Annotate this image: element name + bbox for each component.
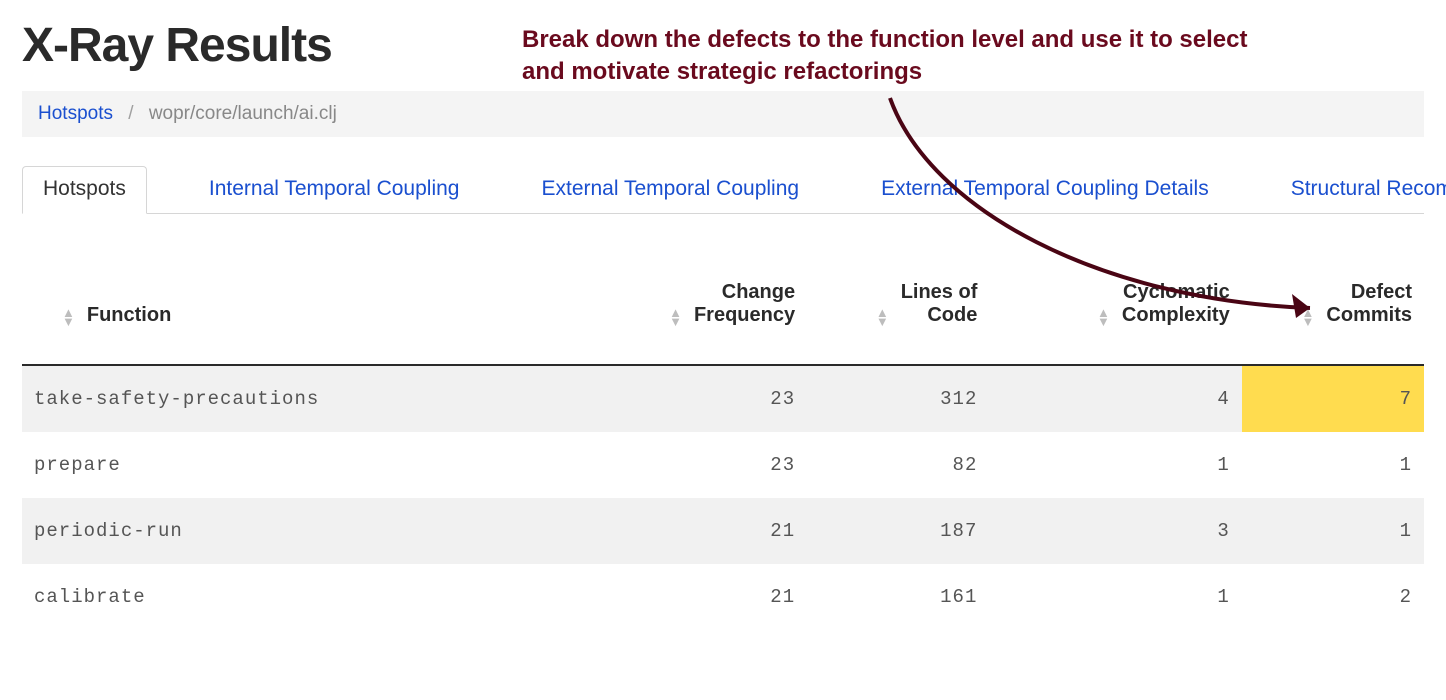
cell-lines-of-code: 161 bbox=[807, 564, 989, 630]
cell-function: take-safety-precautions bbox=[22, 365, 611, 432]
col-label: Lines of Code bbox=[901, 281, 978, 327]
col-header-function[interactable]: ▲▼ Function bbox=[22, 248, 611, 365]
cell-change-frequency: 21 bbox=[611, 564, 807, 630]
breadcrumb-root-link[interactable]: Hotspots bbox=[38, 103, 113, 124]
page-root: X-Ray Results Break down the defects to … bbox=[0, 0, 1446, 630]
breadcrumb: Hotspots / wopr/core/launch/ai.clj bbox=[22, 91, 1424, 137]
table-body: take-safety-precautions 23 312 4 7 prepa… bbox=[22, 365, 1424, 630]
cell-defect-commits: 1 bbox=[1242, 432, 1424, 498]
table-row[interactable]: calibrate 21 161 1 2 bbox=[22, 564, 1424, 630]
cell-change-frequency: 21 bbox=[611, 498, 807, 564]
cell-defect-commits: 2 bbox=[1242, 564, 1424, 630]
tab-hotspots[interactable]: Hotspots bbox=[22, 166, 147, 214]
cell-lines-of-code: 82 bbox=[807, 432, 989, 498]
cell-change-frequency: 23 bbox=[611, 432, 807, 498]
cell-function: prepare bbox=[22, 432, 611, 498]
sort-icon: ▲▼ bbox=[669, 309, 682, 327]
cell-defect-commits: 7 bbox=[1242, 365, 1424, 432]
col-header-lines-of-code[interactable]: ▲▼ Lines of Code bbox=[807, 248, 989, 365]
cell-lines-of-code: 187 bbox=[807, 498, 989, 564]
sort-icon: ▲▼ bbox=[1302, 309, 1315, 327]
breadcrumb-separator: / bbox=[128, 103, 133, 124]
tab-external-temporal-coupling-details[interactable]: External Temporal Coupling Details bbox=[861, 167, 1229, 213]
cell-lines-of-code: 312 bbox=[807, 365, 989, 432]
col-header-cyclomatic-complexity[interactable]: ▲▼ Cyclomatic Complexity bbox=[989, 248, 1241, 365]
cell-change-frequency: 23 bbox=[611, 365, 807, 432]
breadcrumb-current-path: wopr/core/launch/ai.clj bbox=[149, 103, 337, 124]
col-header-defect-commits[interactable]: ▲▼ Defect Commits bbox=[1242, 248, 1424, 365]
col-header-change-frequency[interactable]: ▲▼ Change Frequency bbox=[611, 248, 807, 365]
cell-cyclomatic-complexity: 4 bbox=[989, 365, 1241, 432]
col-label: Change Frequency bbox=[694, 281, 795, 327]
hotspots-table-wrap: ▲▼ Function ▲▼ Change Frequency ▲▼ bbox=[22, 248, 1424, 630]
tabs-bar: Hotspots Internal Temporal Coupling Exte… bbox=[22, 165, 1424, 214]
sort-icon: ▲▼ bbox=[876, 309, 889, 327]
col-label: Function bbox=[87, 304, 171, 327]
tab-internal-temporal-coupling[interactable]: Internal Temporal Coupling bbox=[189, 167, 480, 213]
col-label: Cyclomatic Complexity bbox=[1122, 281, 1230, 327]
sort-icon: ▲▼ bbox=[1097, 309, 1110, 327]
table-header-row: ▲▼ Function ▲▼ Change Frequency ▲▼ bbox=[22, 248, 1424, 365]
tab-external-temporal-coupling[interactable]: External Temporal Coupling bbox=[521, 167, 819, 213]
cell-cyclomatic-complexity: 3 bbox=[989, 498, 1241, 564]
cell-function: calibrate bbox=[22, 564, 611, 630]
cell-defect-commits: 1 bbox=[1242, 498, 1424, 564]
tab-structural-recommendations[interactable]: Structural Recomm bbox=[1271, 167, 1446, 213]
table-row[interactable]: take-safety-precautions 23 312 4 7 bbox=[22, 365, 1424, 432]
table-row[interactable]: periodic-run 21 187 3 1 bbox=[22, 498, 1424, 564]
cell-cyclomatic-complexity: 1 bbox=[989, 564, 1241, 630]
cell-cyclomatic-complexity: 1 bbox=[989, 432, 1241, 498]
col-label: Defect Commits bbox=[1326, 281, 1412, 327]
cell-function: periodic-run bbox=[22, 498, 611, 564]
annotation-callout: Break down the defects to the function l… bbox=[522, 24, 1262, 89]
hotspots-table: ▲▼ Function ▲▼ Change Frequency ▲▼ bbox=[22, 248, 1424, 630]
sort-icon: ▲▼ bbox=[62, 309, 75, 327]
table-row[interactable]: prepare 23 82 1 1 bbox=[22, 432, 1424, 498]
